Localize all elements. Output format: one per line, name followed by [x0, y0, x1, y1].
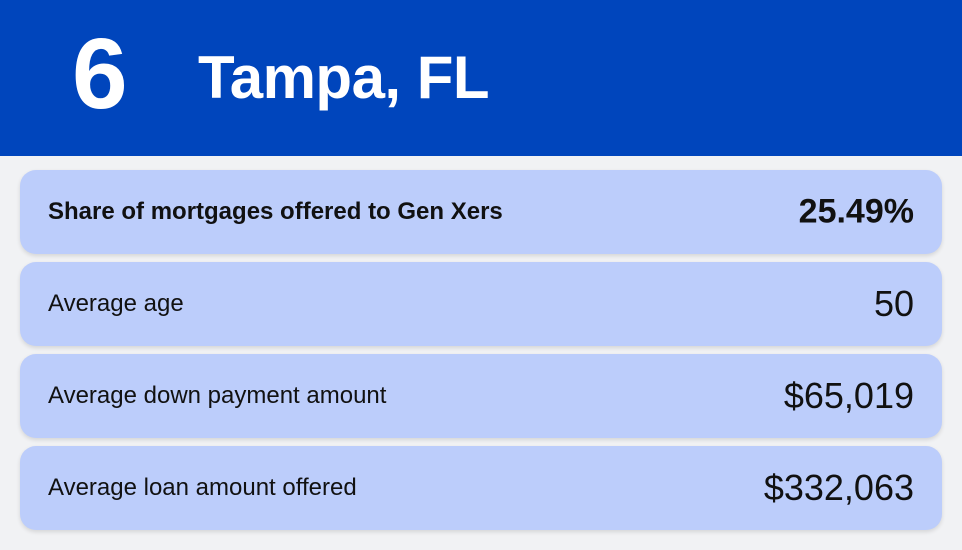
stat-value: 50 — [873, 283, 914, 324]
stat-row-average-age: Average age 50 — [20, 262, 942, 346]
stat-value: $332,063 — [763, 467, 914, 508]
stat-row-down-payment: Average down payment amount $65,019 — [20, 354, 942, 438]
stat-label: Average loan amount offered — [48, 474, 357, 501]
stat-label: Average age — [48, 290, 184, 317]
rank-number: 6 — [72, 18, 128, 130]
stat-label: Average down payment amount — [48, 382, 387, 409]
city-title: Tampa, FL — [198, 44, 490, 111]
stat-value: 25.49% — [798, 192, 914, 231]
header-banner: 6 Tampa, FL — [0, 0, 962, 156]
stat-row-gen-x-share: Share of mortgages offered to Gen Xers 2… — [20, 170, 942, 254]
stat-label: Share of mortgages offered to Gen Xers — [48, 198, 503, 225]
stats-list: Share of mortgages offered to Gen Xers 2… — [20, 170, 942, 538]
stat-row-loan-amount: Average loan amount offered $332,063 — [20, 446, 942, 530]
stat-value: $65,019 — [783, 375, 914, 416]
